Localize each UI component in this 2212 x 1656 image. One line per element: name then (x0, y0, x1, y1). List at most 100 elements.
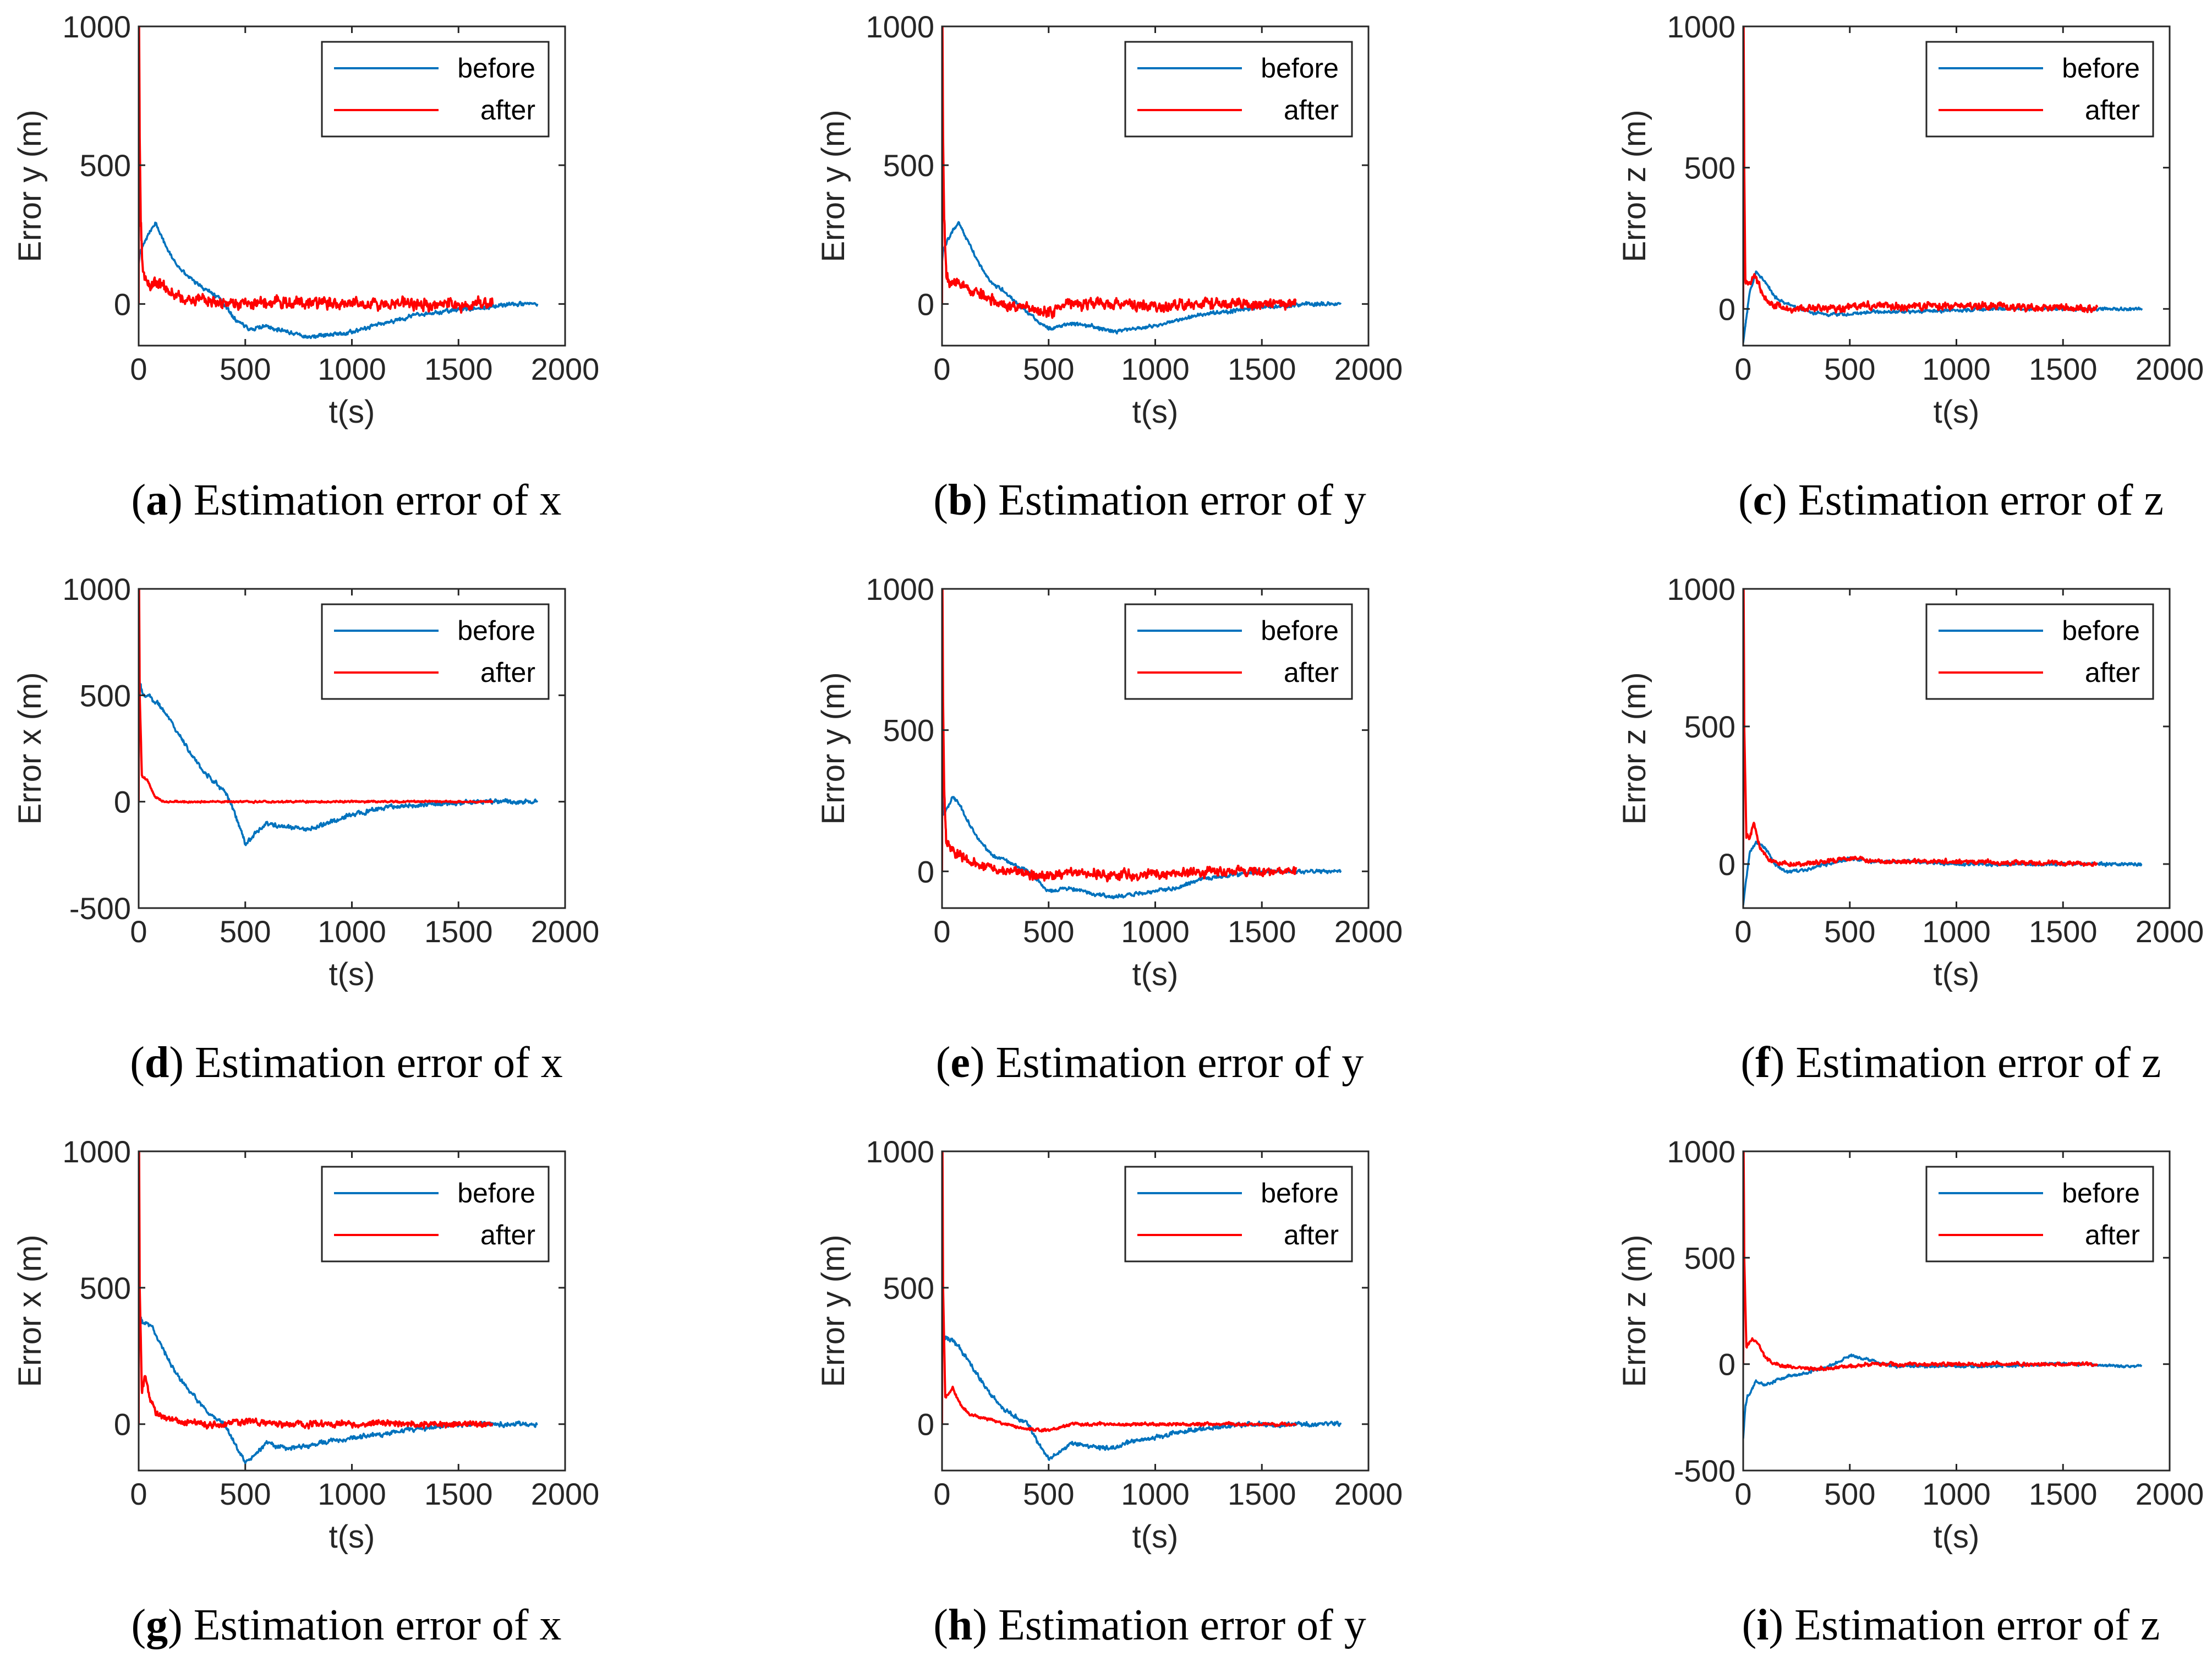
chart-d-ytick-label: -500 (69, 891, 131, 926)
chart-f-legend-label-before: before (2062, 615, 2140, 646)
chart-a-caption-text: Estimation error of x (183, 476, 562, 524)
chart-h-ytick-label: 500 (883, 1271, 934, 1305)
chart-e-caption-close: ) (970, 1039, 985, 1087)
chart-d-ytick-label: 0 (114, 785, 131, 819)
chart-b-panel: 0 500 1000 1500 2000 0 500 1000 t(s) Error y (m) b… (815, 9, 1403, 524)
chart-c-series-group (1743, 26, 2143, 343)
chart-i-ylabel: Error z (m) (1617, 1234, 1652, 1387)
chart-g-legend-box (321, 1166, 550, 1263)
chart-h-ylabel: Error y (m) (815, 1234, 851, 1387)
chart-a-xtick-label: 1500 (424, 352, 493, 386)
chart-h-series-after (942, 1151, 1297, 1433)
chart-i-xtick-label: 1000 (1922, 1477, 1991, 1511)
chart-g-series-after (139, 1151, 494, 1430)
chart-d-legend-label-before: before (457, 615, 535, 646)
chart-c-ytick-label: 500 (1684, 151, 1735, 185)
chart-b-xlabel: t(s) (1132, 394, 1179, 430)
chart-i-ytick-label: 500 (1684, 1240, 1735, 1275)
chart-h-caption: (h) Estimation error of y (933, 1601, 1366, 1649)
chart-c-caption-open: ( (1738, 476, 1753, 524)
chart-h-legend: before after (1124, 1166, 1353, 1263)
chart-h-ytick-label: 0 (917, 1407, 934, 1442)
chart-a-legend: before after (321, 41, 550, 138)
chart-a-caption-letter: a (146, 476, 168, 524)
chart-b-caption: (b) Estimation error of y (933, 476, 1366, 524)
chart-b-caption-letter: b (948, 476, 973, 524)
chart-h-caption-text: Estimation error of y (987, 1601, 1366, 1649)
chart-g-xtick-label: 0 (130, 1477, 147, 1511)
chart-d-xlabel: t(s) (329, 957, 375, 992)
chart-a-ytick-label: 1000 (62, 9, 131, 44)
chart-g-series-before (139, 1293, 538, 1464)
chart-i-ytick-label: 0 (1718, 1347, 1735, 1382)
chart-f-ytick-label: 0 (1718, 847, 1735, 882)
chart-f-panel: 0 500 1000 1500 2000 0 500 1000 t(s) Error z (m) b… (1617, 572, 2204, 1087)
chart-f-legend-box (1925, 603, 2154, 700)
chart-b-ylabel: Error y (m) (815, 110, 851, 262)
chart-a-panel: 0 500 1000 1500 2000 0 500 1000 t(s) Error y (m) b… (12, 9, 599, 524)
chart-c-xtick-label: 500 (1824, 352, 1875, 386)
chart-i-ytick-label: 1000 (1667, 1134, 1735, 1169)
chart-b-ytick-label: 0 (917, 287, 934, 321)
chart-a-legend-label-before: before (457, 53, 535, 84)
chart-a-series-group (139, 26, 539, 340)
chart-h-legend-box (1124, 1166, 1353, 1263)
chart-c-caption-letter: c (1753, 476, 1773, 524)
chart-d-legend-box (321, 603, 550, 700)
chart-b-series-after (942, 26, 1297, 319)
chart-f-series-after (1743, 589, 2098, 867)
chart-d-caption-letter: d (145, 1039, 169, 1087)
chart-c-xlabel: t(s) (1934, 394, 1980, 430)
chart-f-ytick-label: 1000 (1667, 572, 1735, 606)
chart-h-xlabel: t(s) (1132, 1519, 1179, 1555)
chart-c-legend-label-before: before (2062, 53, 2140, 84)
chart-f-xtick-label: 1500 (2029, 914, 2098, 949)
chart-a-legend-box (321, 41, 550, 138)
chart-d-ylabel: Error x (m) (12, 672, 48, 824)
chart-d-xtick-label: 1500 (424, 914, 493, 949)
chart-g-legend: before after (321, 1166, 550, 1263)
chart-g-xtick-label: 500 (220, 1477, 271, 1511)
chart-g-caption-text: Estimation error of x (183, 1601, 562, 1649)
chart-c-caption-text: Estimation error of z (1787, 476, 2164, 524)
chart-f-caption-close: ) (1770, 1039, 1785, 1087)
chart-a-series-after (139, 26, 494, 314)
chart-i-xlabel: t(s) (1934, 1519, 1980, 1555)
chart-e-legend: before after (1124, 603, 1353, 700)
chart-c-panel: 0 500 1000 1500 2000 0 500 1000 t(s) Error z (m) b… (1617, 9, 2204, 524)
chart-d-ytick-label: 500 (80, 678, 131, 713)
chart-b-legend-label-after: after (1284, 95, 1339, 125)
chart-f-xtick-label: 500 (1824, 914, 1875, 949)
chart-a-series-before (139, 221, 539, 340)
chart-c-xtick-label: 0 (1734, 352, 1751, 386)
chart-i-series-group (1743, 1151, 2143, 1439)
chart-d-xtick-label: 1000 (317, 914, 386, 949)
chart-h-xtick-label: 1500 (1228, 1477, 1296, 1511)
chart-c-series-after (1743, 26, 2099, 314)
chart-f-ytick-label: 500 (1684, 709, 1735, 744)
chart-c-legend: before after (1925, 41, 2154, 138)
chart-i-xtick-label: 1500 (2029, 1477, 2098, 1511)
chart-i-legend-box (1925, 1166, 2154, 1263)
chart-e-ytick-label: 500 (883, 713, 934, 748)
chart-d-legend-label-after: after (480, 657, 535, 688)
chart-a-ytick-label: 0 (114, 287, 131, 321)
chart-g-ylabel: Error x (m) (12, 1234, 48, 1387)
chart-c-ytick-label: 1000 (1667, 9, 1735, 44)
chart-f-xtick-label: 1000 (1922, 914, 1991, 949)
chart-e-xtick-label: 500 (1023, 914, 1074, 949)
chart-d-caption-close: ) (169, 1039, 184, 1087)
chart-g-ytick-label: 0 (114, 1407, 131, 1442)
chart-i-caption-letter: i (1756, 1601, 1768, 1649)
chart-b-ytick-label: 1000 (866, 9, 934, 44)
chart-g-caption-open: ( (132, 1601, 146, 1649)
chart-e-legend-box (1124, 603, 1353, 700)
chart-h-legend-label-before: before (1261, 1178, 1339, 1209)
chart-e-caption-text: Estimation error of y (985, 1039, 1364, 1087)
chart-g-xtick-label: 1500 (424, 1477, 493, 1511)
chart-b-caption-text: Estimation error of y (987, 476, 1366, 524)
chart-h-legend-label-after: after (1284, 1220, 1339, 1250)
chart-f-ylabel: Error z (m) (1617, 672, 1652, 824)
